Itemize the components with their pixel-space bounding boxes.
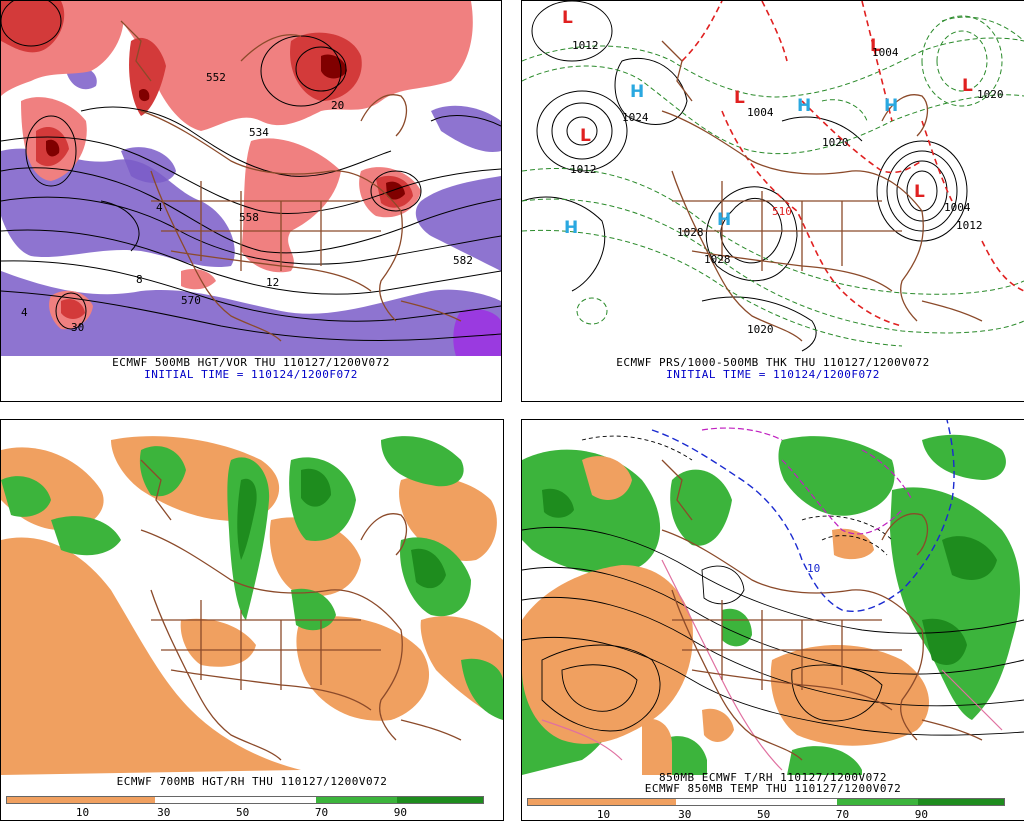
low-pressure-symbol: L: [962, 76, 973, 96]
colorbar-tick: 70: [835, 808, 850, 821]
isobar-label: 1024: [622, 111, 649, 124]
rh-700mb-map: [1, 420, 503, 775]
colorbar-tick: 50: [756, 808, 771, 821]
colorbar-tick: 50: [235, 806, 250, 819]
isobar-label: 1012: [570, 163, 597, 176]
panel-500mb-vorticity: 558 534 552 570 582 12 4 8 4 20 30 ECMWF…: [0, 0, 502, 402]
high-pressure-symbol: H: [717, 210, 731, 230]
panel-850mb-temp-rh: 10 850MB ECMWF T/RH 110127/1200V072 ECMW…: [521, 419, 1024, 821]
isobar-label: 1012: [572, 39, 599, 52]
isobar-label: 1004: [944, 201, 971, 214]
vorticity-map: 558 534 552 570 582 12 4 8 4 20 30: [1, 1, 501, 356]
contour-label: 12: [266, 276, 279, 289]
contour-label: 534: [249, 126, 269, 139]
colorbar-tick: 30: [157, 806, 171, 819]
low-pressure-symbol: L: [870, 36, 881, 56]
low-pressure-symbol: L: [734, 88, 745, 108]
temp-rh-850mb-map: 10: [522, 420, 1024, 775]
thickness-label: 510: [772, 205, 792, 218]
high-pressure-symbol: H: [884, 96, 898, 116]
isobar-label: 1004: [872, 46, 899, 59]
colorbar-tick: 90: [393, 806, 407, 819]
colorbar-tick: 30: [678, 808, 692, 821]
contour-label: 4: [21, 306, 28, 319]
low-pressure-symbol: L: [914, 182, 925, 202]
isobar-label: 1028: [677, 226, 704, 239]
isotherm-label: 10: [807, 562, 820, 575]
contour-label: 582: [453, 254, 473, 267]
rh-colorbar: 10 30 50 70 90: [527, 798, 1005, 821]
initial-time-caption: INITIAL TIME = 110124/1200F072: [144, 368, 358, 381]
contour-label: 20: [331, 99, 344, 112]
high-pressure-symbol: H: [564, 218, 578, 238]
colorbar-tick: 10: [75, 806, 90, 819]
panel-caption: ECMWF 500MB HGT/VOR THU 110127/1200V072: [112, 356, 390, 369]
pressure-map: H H H H H L L L L L L 1012 1024 1028 102…: [522, 1, 1024, 356]
contour-label: 570: [181, 294, 201, 307]
panel-caption: 850MB ECMWF T/RH 110127/1200V072: [659, 771, 887, 784]
contour-label: 4: [156, 201, 163, 214]
isobar-label: 1020: [822, 136, 849, 149]
initial-time-caption: INITIAL TIME = 110124/1200F072: [666, 368, 880, 381]
colorbar-tick: 70: [314, 806, 329, 819]
panel-caption-secondary: ECMWF 850MB TEMP THU 110127/1200V072: [644, 782, 902, 795]
contour-label: 30: [71, 321, 84, 334]
low-pressure-symbol: L: [562, 8, 573, 28]
contour-label: 558: [239, 211, 259, 224]
low-pressure-symbol: L: [580, 126, 591, 146]
colorbar-tick: 10: [596, 808, 611, 821]
rh-colorbar: 10 30 50 70 90: [6, 796, 484, 820]
high-pressure-symbol: H: [630, 82, 644, 102]
panel-caption: ECMWF PRS/1000-500MB THK THU 110127/1200…: [616, 356, 930, 369]
panel-caption: ECMWF 700MB HGT/RH THU 110127/1200V072: [116, 775, 388, 788]
panel-700mb-rh: ECMWF 700MB HGT/RH THU 110127/1200V072 1…: [0, 419, 504, 821]
contour-label: 8: [136, 273, 143, 286]
isobar-label: 1004: [747, 106, 774, 119]
isobar-label: 1028: [704, 253, 731, 266]
panel-pressure-thickness: H H H H H L L L L L L 1012 1024 1028 102…: [521, 0, 1024, 402]
contour-label: 552: [206, 71, 226, 84]
isobar-label: 1012: [956, 219, 983, 232]
isobar-label: 1020: [977, 88, 1004, 101]
isobar-label: 1020: [747, 323, 774, 336]
high-pressure-symbol: H: [797, 96, 811, 116]
colorbar-tick: 90: [914, 808, 928, 821]
